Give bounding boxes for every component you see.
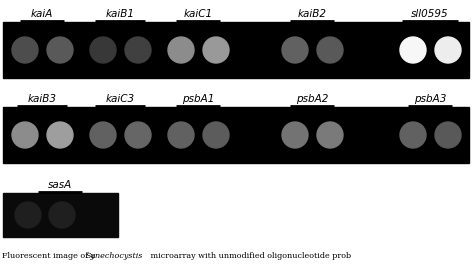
Circle shape bbox=[12, 37, 38, 63]
Text: psbA1: psbA1 bbox=[182, 94, 214, 104]
Circle shape bbox=[435, 37, 461, 63]
Circle shape bbox=[90, 122, 116, 148]
Circle shape bbox=[282, 122, 308, 148]
Text: psbA2: psbA2 bbox=[296, 94, 328, 104]
Circle shape bbox=[203, 122, 229, 148]
Circle shape bbox=[317, 37, 343, 63]
Bar bbox=[3, 193, 118, 237]
Text: sasA: sasA bbox=[48, 180, 73, 190]
Circle shape bbox=[168, 37, 194, 63]
Circle shape bbox=[49, 202, 75, 228]
Text: kaiB1: kaiB1 bbox=[106, 9, 135, 19]
Circle shape bbox=[47, 37, 73, 63]
Bar bbox=[3, 22, 469, 78]
Text: kaiA: kaiA bbox=[31, 9, 53, 19]
Circle shape bbox=[125, 122, 151, 148]
Circle shape bbox=[282, 37, 308, 63]
Circle shape bbox=[125, 37, 151, 63]
Text: sll0595: sll0595 bbox=[411, 9, 449, 19]
Text: psbA3: psbA3 bbox=[414, 94, 446, 104]
Text: kaiC1: kaiC1 bbox=[183, 9, 212, 19]
Circle shape bbox=[203, 37, 229, 63]
Text: microarray with unmodified oligonucleotide prob: microarray with unmodified oligonucleoti… bbox=[148, 252, 351, 260]
Bar bbox=[3, 107, 469, 163]
Circle shape bbox=[168, 122, 194, 148]
Circle shape bbox=[400, 122, 426, 148]
Circle shape bbox=[400, 37, 426, 63]
Text: kaiB2: kaiB2 bbox=[298, 9, 327, 19]
Circle shape bbox=[90, 37, 116, 63]
Circle shape bbox=[435, 122, 461, 148]
Text: kaiC3: kaiC3 bbox=[105, 94, 135, 104]
Text: Fluorescent image of a: Fluorescent image of a bbox=[2, 252, 98, 260]
Circle shape bbox=[47, 122, 73, 148]
Circle shape bbox=[317, 122, 343, 148]
Circle shape bbox=[12, 122, 38, 148]
Circle shape bbox=[15, 202, 41, 228]
Text: Synechocystis: Synechocystis bbox=[86, 252, 143, 260]
Text: kaiB3: kaiB3 bbox=[27, 94, 56, 104]
